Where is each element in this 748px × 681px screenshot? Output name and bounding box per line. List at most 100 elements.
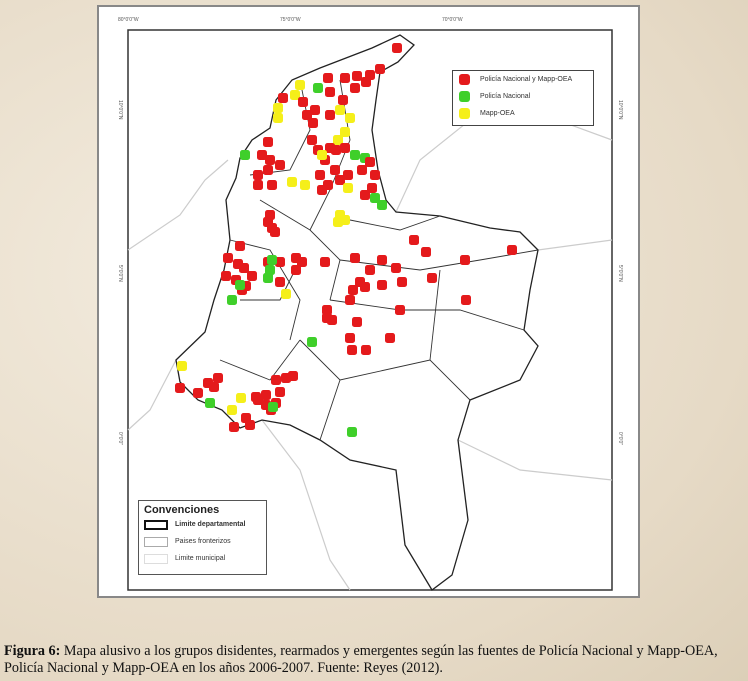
tick-top-1: 80°0'0"W	[118, 17, 139, 23]
marker-mapp	[317, 150, 327, 160]
tick-left-3: 0°0'0"	[117, 432, 123, 446]
convention-label: Paises fronterizos	[175, 538, 231, 545]
marker-mapp	[345, 113, 355, 123]
marker-policia-y-mapp	[235, 241, 245, 251]
marker-policia-y-mapp	[247, 271, 257, 281]
department-line	[219, 339, 301, 381]
marker-policia-y-mapp	[385, 333, 395, 343]
marker-policia-y-mapp	[263, 137, 273, 147]
marker-mapp	[343, 183, 353, 193]
marker-policia-y-mapp	[193, 388, 203, 398]
marker-policia-y-mapp	[340, 73, 350, 83]
marker-policia	[263, 273, 273, 283]
marker-policia-y-mapp	[357, 165, 367, 175]
marker-policia	[370, 193, 380, 203]
marker-policia-y-mapp	[360, 190, 370, 200]
marker-policia-y-mapp	[263, 165, 273, 175]
marker-policia-y-mapp	[263, 217, 273, 227]
marker-policia-y-mapp	[291, 265, 301, 275]
marker-policia-y-mapp	[209, 382, 219, 392]
marker-policia-y-mapp	[409, 235, 419, 245]
marker-policia-y-mapp	[391, 263, 401, 273]
marker-policia-y-mapp	[338, 95, 348, 105]
marker-policia-y-mapp	[275, 277, 285, 287]
convention-item: Limite municipal	[139, 550, 266, 567]
marker-policia-y-mapp	[461, 295, 471, 305]
conventions-title: Convenciones	[144, 504, 220, 516]
marker-policia	[377, 200, 387, 210]
map-legend: Policía Nacional y Mapp-OEA Policía Naci…	[452, 70, 594, 126]
marker-policia-y-mapp	[325, 110, 335, 120]
marker-policia	[240, 150, 250, 160]
department-line	[319, 379, 341, 441]
marker-policia	[227, 295, 237, 305]
marker-policia-y-mapp	[275, 160, 285, 170]
marker-policia-y-mapp	[395, 305, 405, 315]
tick-left-1: 10°0'0"N	[117, 100, 123, 120]
marker-policia	[347, 427, 357, 437]
marker-policia-y-mapp	[343, 170, 353, 180]
marker-policia	[267, 255, 277, 265]
marker-policia-y-mapp	[308, 118, 318, 128]
municipal-line-icon	[144, 553, 168, 564]
marker-policia-y-mapp	[271, 375, 281, 385]
marker-policia-y-mapp	[361, 345, 371, 355]
marker-policia-y-mapp	[307, 135, 317, 145]
marker-policia-y-mapp	[460, 255, 470, 265]
legend-label: Policía Nacional y Mapp-OEA	[480, 76, 573, 83]
marker-policia-y-mapp	[322, 313, 332, 323]
department-line	[349, 215, 441, 231]
department-line	[229, 239, 301, 341]
marker-policia-y-mapp	[377, 280, 387, 290]
marker-mapp	[177, 361, 187, 371]
marker-policia	[307, 337, 317, 347]
marker-policia-y-mapp	[427, 273, 437, 283]
marker-policia-y-mapp	[507, 245, 517, 255]
figure-caption: Figura 6: Mapa alusivo a los grupos disi…	[4, 643, 744, 677]
legend-item-both: Policía Nacional y Mapp-OEA	[453, 71, 593, 88]
convention-label: Limite municipal	[175, 555, 226, 562]
marker-policia-y-mapp	[251, 392, 261, 402]
marker-policia-y-mapp	[331, 145, 341, 155]
marker-mapp	[335, 105, 345, 115]
border-line	[127, 159, 229, 251]
tick-right-3: 0°0'0"	[617, 432, 623, 446]
marker-policia-y-mapp	[325, 87, 335, 97]
marker-mapp	[236, 393, 246, 403]
marker-mapp	[300, 180, 310, 190]
marker-policia-y-mapp	[352, 71, 362, 81]
department-line	[259, 199, 341, 301]
marker-mapp	[273, 113, 283, 123]
marker-policia-y-mapp	[239, 263, 249, 273]
department-line	[429, 269, 441, 361]
border-line	[457, 439, 613, 481]
marker-mapp	[281, 289, 291, 299]
marker-mapp	[340, 127, 350, 137]
marker-mapp	[333, 135, 343, 145]
marker-mapp	[333, 217, 343, 227]
marker-policia-y-mapp	[352, 317, 362, 327]
marker-policia-y-mapp	[330, 165, 340, 175]
marker-policia-y-mapp	[375, 64, 385, 74]
marker-policia-y-mapp	[229, 422, 239, 432]
marker-policia-y-mapp	[267, 180, 277, 190]
legend-item-policia: Policía Nacional	[453, 88, 593, 105]
marker-policia-y-mapp	[275, 387, 285, 397]
marker-policia-y-mapp	[345, 295, 355, 305]
border-line	[261, 419, 351, 591]
event-markers	[175, 43, 517, 437]
marker-policia-y-mapp	[365, 265, 375, 275]
green-swatch-icon	[459, 91, 470, 102]
marker-mapp	[290, 90, 300, 100]
marker-policia-y-mapp	[297, 257, 307, 267]
marker-policia-y-mapp	[365, 157, 375, 167]
marker-policia-y-mapp	[302, 110, 312, 120]
marker-policia-y-mapp	[298, 97, 308, 107]
marker-mapp	[287, 177, 297, 187]
caption-text: Mapa alusivo a los grupos disidentes, re…	[4, 643, 718, 676]
marker-policia-y-mapp	[310, 105, 320, 115]
marker-policia-y-mapp	[421, 247, 431, 257]
marker-policia-y-mapp	[370, 170, 380, 180]
marker-policia-y-mapp	[253, 180, 263, 190]
marker-policia-y-mapp	[367, 183, 377, 193]
